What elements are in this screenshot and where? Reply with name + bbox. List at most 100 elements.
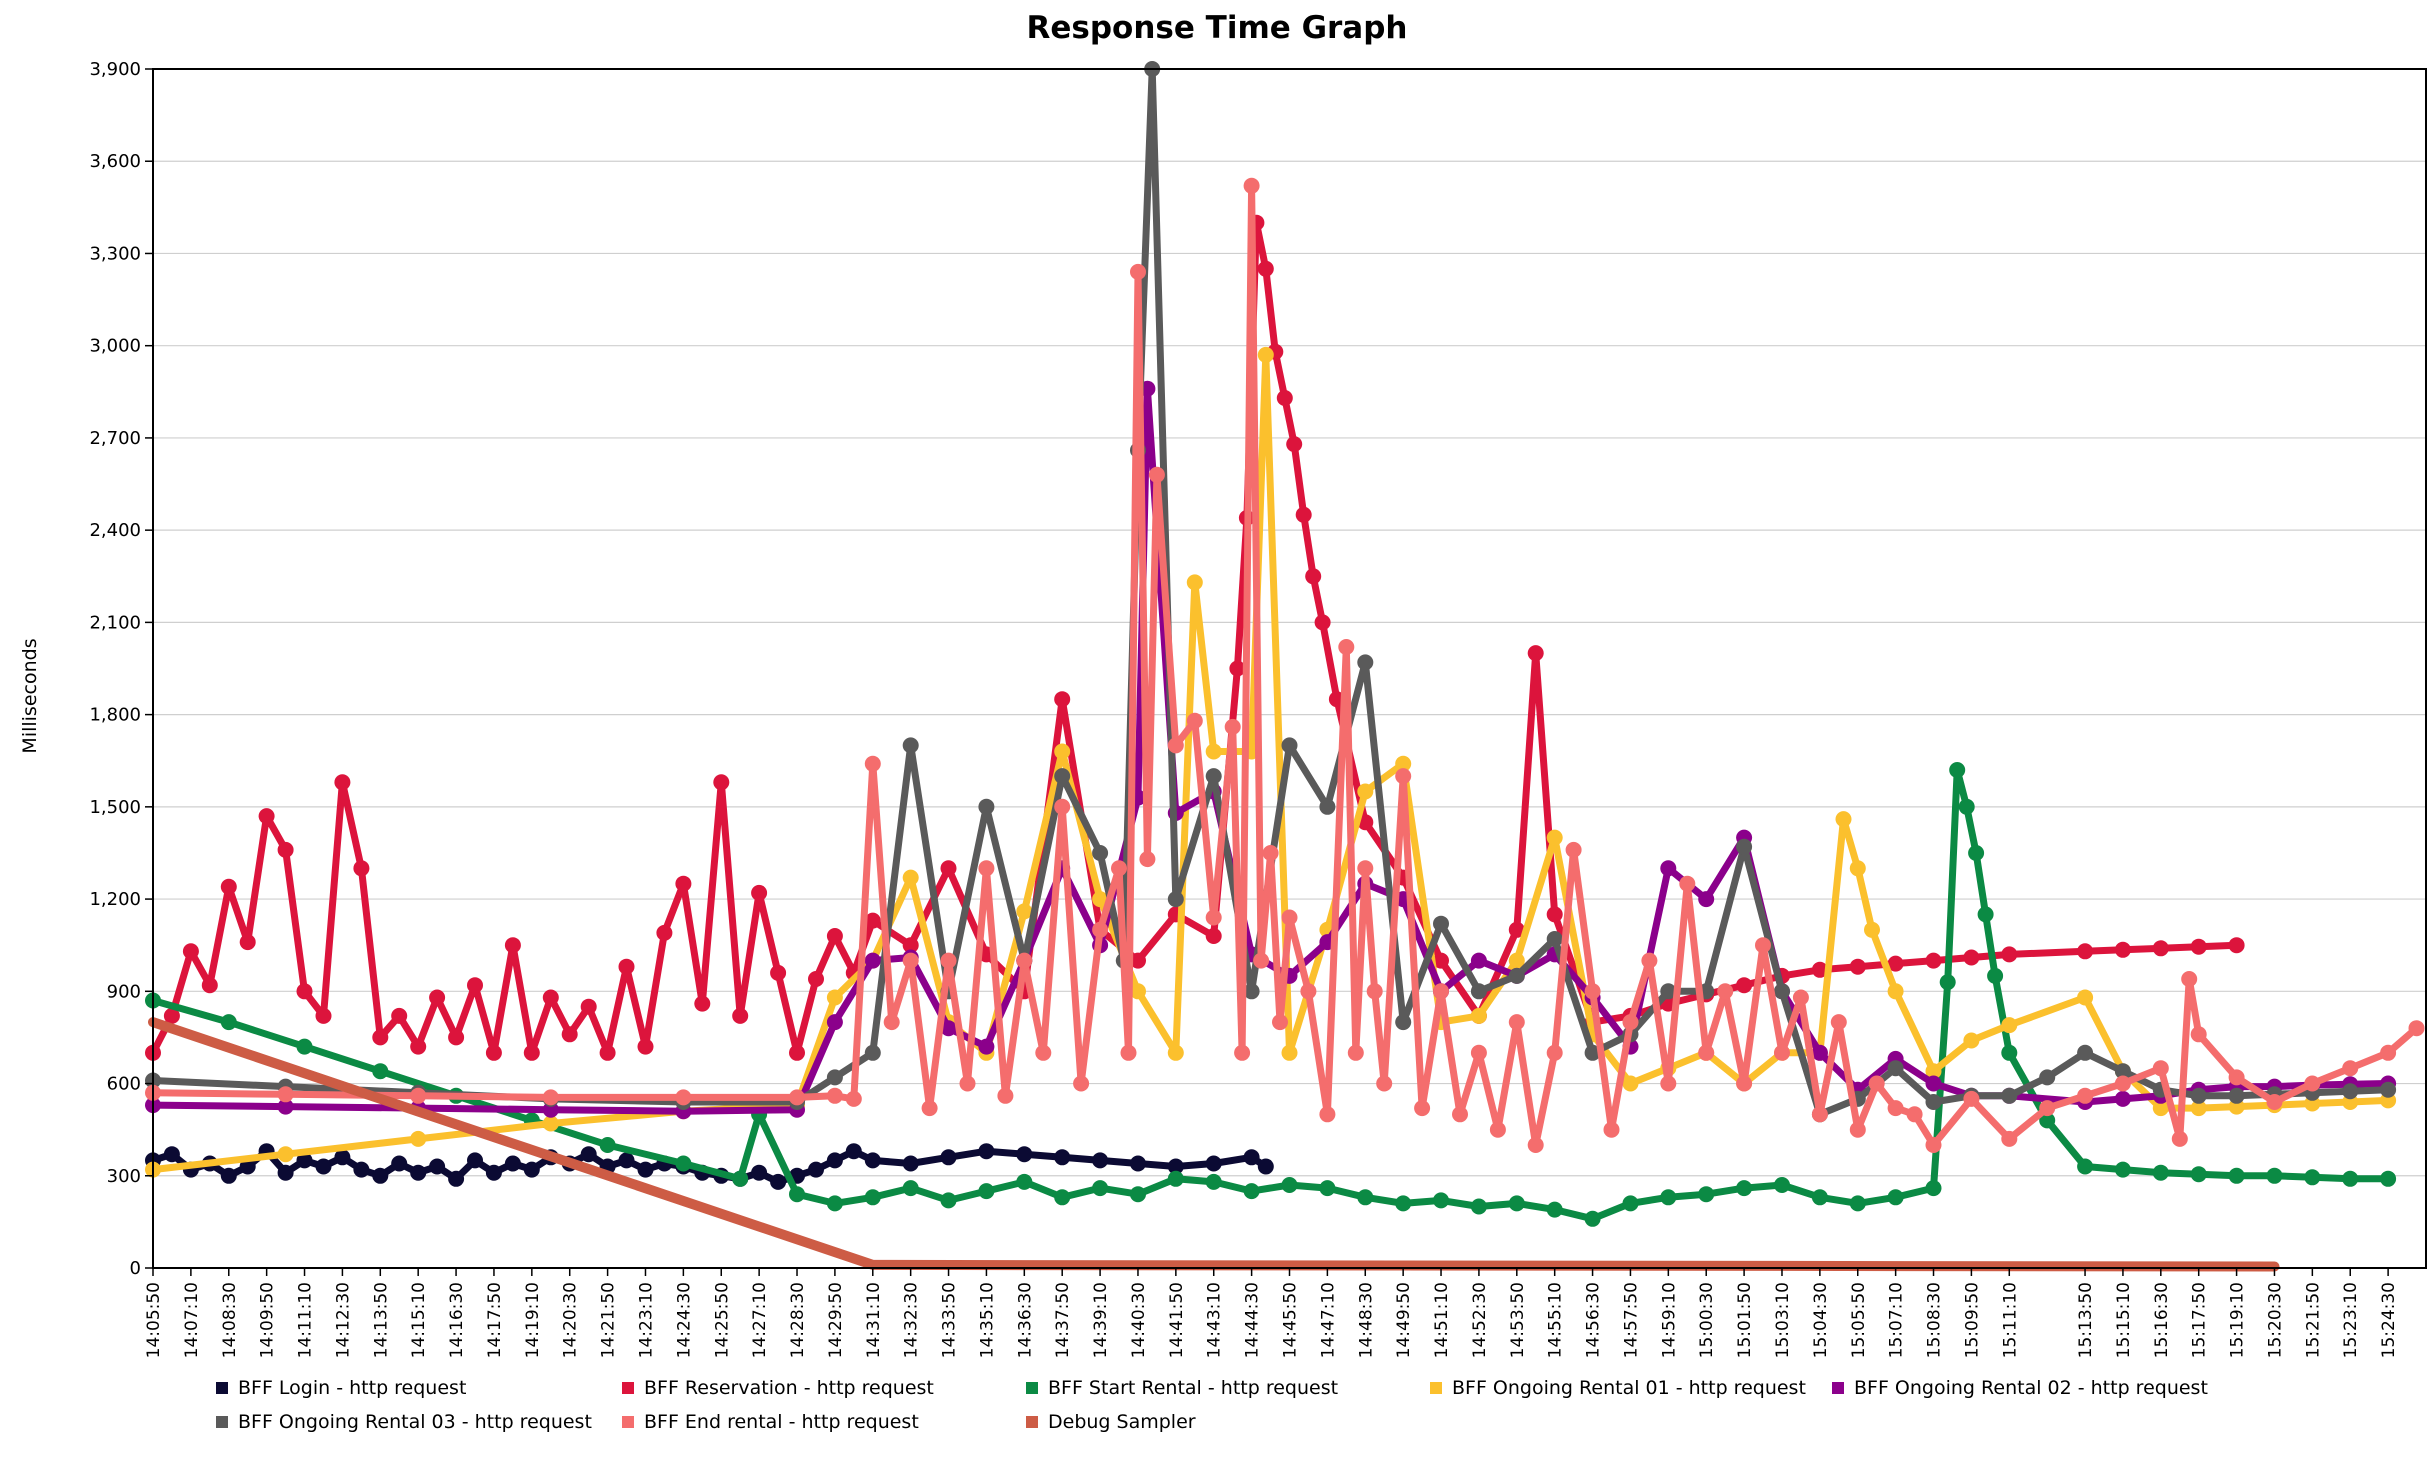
data-point [485, 1164, 502, 1181]
x-tick-label: 15:15:10 [2114, 1282, 2134, 1358]
data-point [2228, 937, 2245, 954]
x-tick-label: 15:03:10 [1773, 1282, 1793, 1358]
data-point [1205, 928, 1222, 944]
data-point [1319, 1106, 1336, 1123]
series-line-7 [148, 1017, 2280, 1272]
data-point [448, 1029, 465, 1046]
data-point [789, 1186, 805, 1203]
data-point [410, 1130, 427, 1147]
data-point [1054, 691, 1071, 708]
data-point [1305, 568, 1322, 585]
data-point [2039, 1112, 2056, 1129]
x-tick-label: 14:05:50 [144, 1282, 164, 1358]
data-point [1433, 983, 1449, 1000]
data-point [1319, 798, 1336, 815]
data-point [1054, 1189, 1071, 1206]
legend: BFF Login - http request BFF Reservation … [216, 1377, 2208, 1433]
data-point [1811, 1189, 1828, 1206]
data-point [1887, 1189, 1904, 1206]
data-point [826, 928, 843, 944]
y-tick-label: 2,100 [89, 612, 141, 633]
data-point [789, 1044, 805, 1061]
data-point [599, 1044, 616, 1061]
data-point [1660, 860, 1677, 877]
data-point [864, 1189, 881, 1206]
data-point [391, 1007, 408, 1024]
data-point [1774, 1177, 1790, 1193]
data-point [2266, 1167, 2283, 1184]
data-point [1470, 1007, 1487, 1024]
data-point [1054, 743, 1071, 760]
data-point [1281, 737, 1298, 754]
data-point [902, 1155, 919, 1172]
chart-title: Response Time Graph [1027, 10, 1408, 46]
series-1 [145, 214, 2245, 1061]
data-point [1470, 1044, 1487, 1061]
data-point [1508, 921, 1525, 938]
data-point [1234, 1044, 1251, 1061]
data-point [1939, 974, 1956, 991]
data-point [1736, 838, 1753, 855]
x-tick-label: 15:21:50 [2303, 1282, 2323, 1358]
data-point [1660, 1075, 1677, 1092]
data-point [1622, 1075, 1639, 1092]
data-point [1958, 798, 1975, 815]
data-point [1295, 506, 1312, 523]
data-point [2001, 946, 2018, 963]
data-point [2190, 1026, 2207, 1043]
data-point [751, 884, 768, 901]
x-tick-label: 14:48:30 [1356, 1282, 1376, 1358]
data-point [410, 1038, 427, 1055]
data-point [1243, 983, 1260, 1000]
data-point [163, 1146, 180, 1163]
y-tick-label: 3,300 [89, 243, 141, 264]
data-point [542, 989, 559, 1006]
x-tick-label: 14:15:10 [409, 1282, 429, 1358]
data-point [1257, 1158, 1274, 1175]
data-point [1452, 1106, 1468, 1123]
data-point [2266, 1094, 2283, 1110]
legend-swatch [1026, 1416, 1038, 1428]
data-point [1167, 1158, 1184, 1175]
legend-swatch [622, 1382, 634, 1394]
data-point [2001, 1017, 2018, 1034]
x-tick-label: 14:23:10 [636, 1282, 656, 1358]
data-point [334, 1149, 351, 1166]
data-point [1811, 1044, 1828, 1061]
data-point [845, 1090, 862, 1107]
data-point [1641, 952, 1658, 969]
data-point [1470, 983, 1487, 1000]
y-tick-label: 2,700 [89, 428, 141, 449]
data-point [1925, 1075, 1942, 1092]
data-point [1660, 1189, 1677, 1206]
data-point [1314, 614, 1331, 631]
x-tick-label: 14:43:10 [1205, 1282, 1225, 1358]
data-point [2077, 989, 2094, 1006]
data-point [1243, 177, 1260, 194]
data-point [826, 1014, 843, 1031]
data-point [1968, 845, 1985, 861]
legend-label: BFF Start Rental - http request [1048, 1377, 1338, 1399]
data-point [580, 1146, 597, 1163]
data-point [940, 1149, 957, 1166]
data-point [1622, 1195, 1639, 1212]
data-point [1546, 829, 1563, 846]
data-point [1792, 989, 1809, 1006]
data-point [618, 958, 635, 975]
data-point [1987, 967, 2004, 984]
data-point [1925, 1063, 1942, 1080]
x-tick-label: 15:16:30 [2152, 1282, 2172, 1358]
x-tick-label: 14:27:10 [750, 1282, 770, 1358]
x-tick-label: 14:39:10 [1091, 1282, 1111, 1358]
data-point [1925, 1180, 1942, 1197]
data-point [1508, 967, 1525, 984]
y-axis-label: Milliseconds [19, 638, 41, 753]
data-point [1016, 903, 1033, 920]
x-tick-label: 14:16:30 [447, 1282, 467, 1358]
data-point [883, 1014, 900, 1031]
data-point [353, 1161, 370, 1178]
data-point [1148, 466, 1165, 483]
x-tick-label: 14:07:10 [182, 1282, 202, 1358]
data-point [1243, 1183, 1260, 1200]
